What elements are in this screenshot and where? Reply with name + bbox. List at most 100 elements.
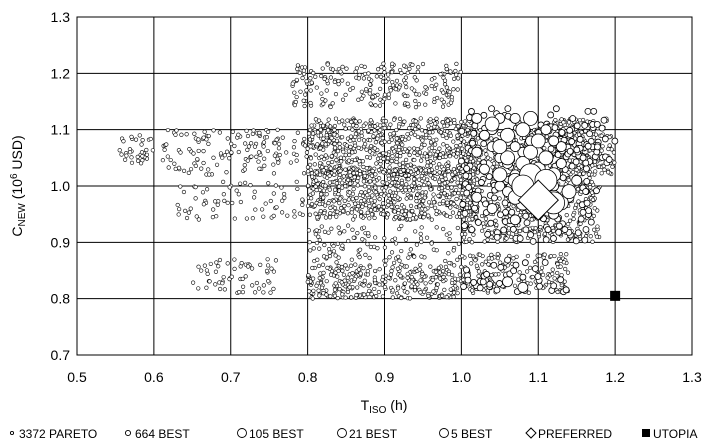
- data-point: [576, 199, 581, 204]
- data-point: [409, 274, 414, 280]
- series-preferred: [517, 179, 559, 221]
- data-point: [555, 261, 560, 267]
- data-point: [493, 286, 501, 294]
- data-point: [464, 205, 469, 210]
- data-point: [321, 195, 326, 200]
- data-point: [211, 155, 216, 160]
- data-point: [366, 188, 372, 194]
- data-point: [411, 188, 416, 193]
- data-point: [373, 140, 378, 145]
- data-point: [416, 124, 421, 129]
- data-point: [386, 95, 391, 101]
- data-point: [386, 212, 391, 217]
- data-point: [211, 207, 216, 212]
- data-point: [378, 158, 383, 164]
- data-point: [345, 266, 350, 271]
- data-point: [338, 196, 343, 201]
- data-point: [320, 97, 325, 102]
- data-point: [396, 286, 401, 291]
- data-point: [378, 123, 383, 128]
- data-point: [236, 132, 241, 137]
- data-point: [522, 226, 530, 234]
- data-point: [394, 176, 399, 181]
- data-point: [135, 158, 141, 163]
- data-point: [343, 126, 348, 131]
- data-point: [389, 137, 394, 142]
- data-point: [353, 143, 358, 148]
- data-point: [368, 118, 373, 123]
- data-point: [482, 200, 489, 208]
- data-point: [346, 203, 351, 208]
- data-point: [410, 62, 415, 67]
- data-point: [553, 118, 558, 123]
- data-point: [451, 139, 456, 144]
- data-point: [301, 171, 307, 176]
- data-point: [480, 140, 488, 148]
- data-point: [428, 140, 434, 145]
- data-point: [305, 165, 311, 170]
- data-point: [387, 139, 392, 145]
- data-point: [462, 119, 468, 124]
- data-point: [333, 69, 338, 75]
- data-point: [452, 76, 457, 81]
- data-point: [311, 131, 316, 136]
- data-point: [232, 216, 237, 221]
- data-point: [534, 273, 542, 280]
- data-point: [306, 131, 312, 136]
- legend-label: PREFERRED: [538, 427, 612, 441]
- data-point: [274, 137, 279, 142]
- data-point: [356, 145, 361, 150]
- data-point: [590, 239, 595, 244]
- data-point: [489, 273, 494, 278]
- data-point: [424, 235, 430, 240]
- data-point: [327, 187, 332, 192]
- data-point: [448, 133, 453, 138]
- data-point: [319, 285, 325, 290]
- data-point: [317, 202, 322, 207]
- data-point: [199, 166, 204, 171]
- data-point: [339, 206, 344, 211]
- data-point: [465, 183, 473, 191]
- data-point: [341, 156, 347, 161]
- data-point: [347, 169, 352, 175]
- data-point: [413, 229, 418, 234]
- data-point: [444, 295, 449, 300]
- data-point: [356, 76, 361, 81]
- data-point: [183, 208, 188, 213]
- data-point: [395, 204, 400, 210]
- data-point: [347, 285, 352, 290]
- data-point: [357, 255, 362, 260]
- data-point: [391, 260, 397, 266]
- data-point: [280, 210, 285, 215]
- data-point: [218, 151, 224, 156]
- data-point: [206, 141, 211, 146]
- data-point: [389, 204, 394, 209]
- data-point: [468, 108, 475, 115]
- data-point: [274, 205, 279, 210]
- data-point: [323, 183, 328, 188]
- data-point: [357, 119, 362, 124]
- data-point: [353, 134, 358, 140]
- data-point: [365, 210, 370, 215]
- data-point: [262, 163, 267, 168]
- data-point: [519, 273, 527, 281]
- data-point: [306, 183, 311, 188]
- data-point: [191, 280, 196, 285]
- data-point: [391, 172, 396, 177]
- data-point: [322, 229, 328, 234]
- data-point: [218, 286, 223, 292]
- data-point: [380, 277, 385, 283]
- data-point: [177, 207, 182, 212]
- data-point: [404, 182, 409, 187]
- data-point: [448, 214, 453, 220]
- data-point: [347, 152, 352, 158]
- data-point: [559, 117, 564, 122]
- data-point: [381, 193, 387, 198]
- data-point: [117, 148, 122, 153]
- data-point: [469, 261, 474, 266]
- data-point: [611, 150, 616, 155]
- data-point: [415, 69, 420, 74]
- data-point: [464, 276, 472, 284]
- data-point: [242, 163, 247, 168]
